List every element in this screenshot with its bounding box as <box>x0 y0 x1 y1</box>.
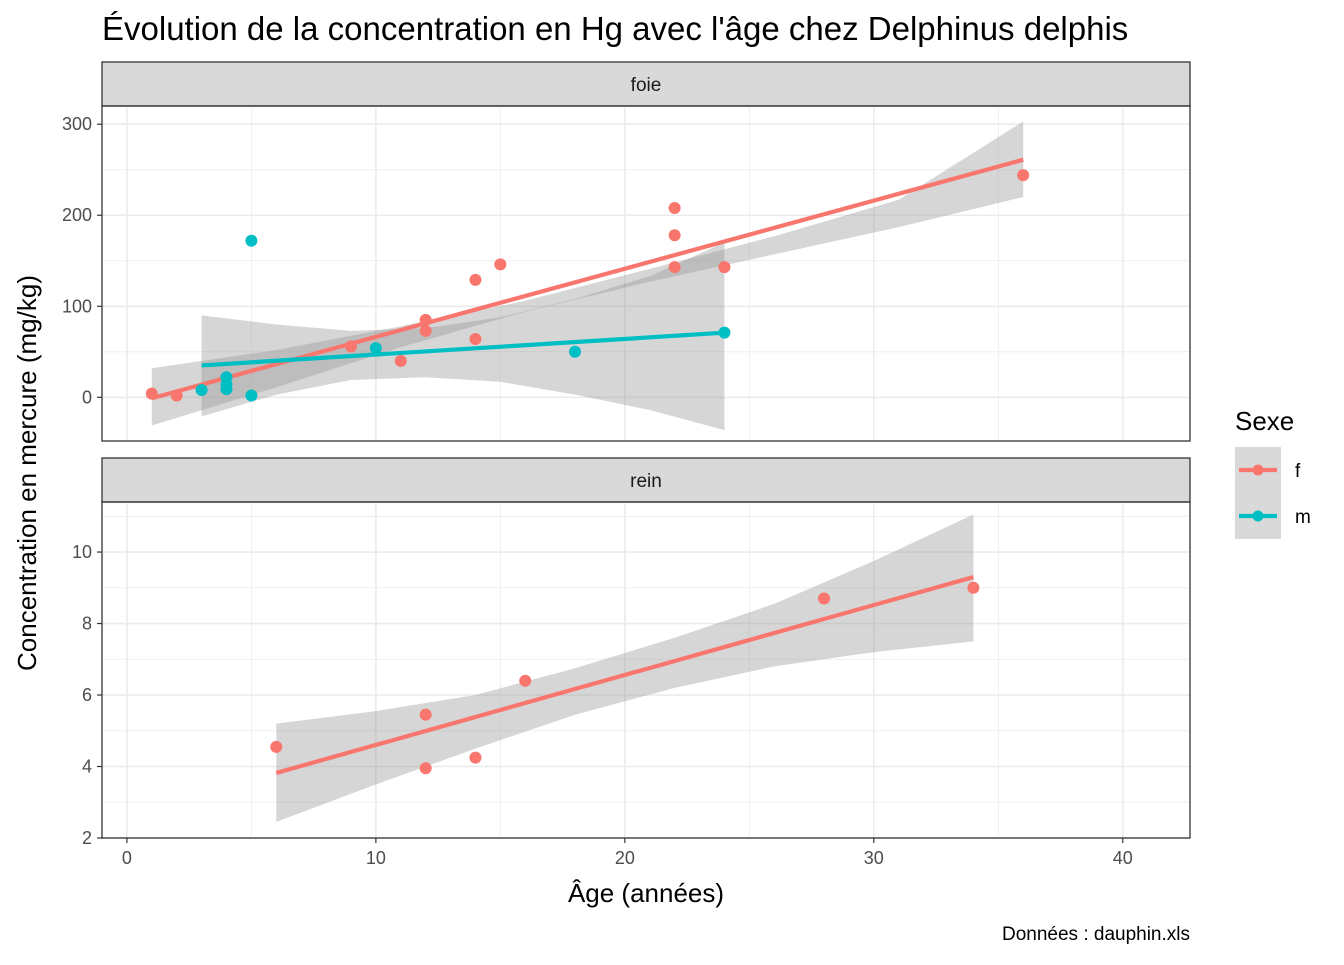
facet-strip <box>101 61 1191 107</box>
data-point-m <box>718 326 731 339</box>
data-point-f <box>469 751 482 764</box>
x-tick-label: 10 <box>366 848 386 868</box>
data-point-f <box>668 261 681 274</box>
data-point-m <box>569 345 582 358</box>
data-point-f <box>469 273 482 286</box>
confidence-band-f <box>276 514 974 822</box>
data-point-f <box>718 261 731 274</box>
data-point-f <box>967 581 980 594</box>
y-tick-label: 4 <box>82 757 92 777</box>
y-tick-label: 0 <box>82 387 92 407</box>
data-point-m <box>369 342 382 355</box>
data-point-m <box>195 384 208 397</box>
x-tick-label: 0 <box>122 848 132 868</box>
chart-caption: Données : dauphin.xls <box>1002 924 1190 945</box>
data-point-f <box>818 592 831 605</box>
y-tick-label: 8 <box>82 614 92 634</box>
data-point-f <box>668 201 681 214</box>
facet-strip-label: rein <box>630 471 662 492</box>
data-point-f <box>469 333 482 346</box>
x-tick-label: 40 <box>1113 848 1133 868</box>
legend-title: Sexe <box>1235 406 1294 436</box>
data-point-f <box>145 387 158 400</box>
panel-border <box>101 501 1191 839</box>
data-point-f <box>668 229 681 242</box>
legend-label-f: f <box>1295 461 1301 482</box>
y-tick-label: 200 <box>62 205 92 225</box>
data-point-f <box>419 708 432 721</box>
facet-panels: foie 0 100 200 300 rein 2 4 6 8 10 <box>62 61 1191 848</box>
panel-border <box>101 105 1191 442</box>
legend-point-f <box>1252 464 1264 476</box>
confidence-band-m <box>201 242 725 431</box>
data-point-m <box>220 383 233 396</box>
x-tick-label: 30 <box>864 848 884 868</box>
y-tick-label: 10 <box>72 542 92 562</box>
y-tick-label: 100 <box>62 296 92 316</box>
data-point-f <box>419 313 432 326</box>
data-point-f <box>519 674 532 687</box>
confidence-band-f <box>151 121 1024 426</box>
data-point-f <box>419 762 432 775</box>
facet-panel-foie: foie 0 100 200 300 <box>62 61 1191 442</box>
fit-line-f <box>275 575 974 775</box>
data-point-m <box>245 389 258 402</box>
data-point-m <box>245 234 258 247</box>
y-axis-title: Concentration en mercure (mg/kg) <box>12 275 42 671</box>
data-point-f <box>344 340 357 353</box>
facet-strip-label: foie <box>631 75 662 96</box>
data-point-f <box>170 389 183 402</box>
legend: Sexe f m <box>1235 406 1311 539</box>
fit-line-m <box>201 330 725 368</box>
x-axis-title: Âge (années) <box>568 878 724 908</box>
chart-title: Évolution de la concentration en Hg avec… <box>102 10 1128 47</box>
data-point-f <box>394 354 407 367</box>
y-tick-label: 6 <box>82 685 92 705</box>
y-tick-label: 2 <box>82 828 92 848</box>
x-tick-label: 20 <box>615 848 635 868</box>
data-point-f <box>270 740 283 753</box>
legend-label-m: m <box>1295 507 1311 528</box>
x-axis: 0 10 20 30 40 <box>122 838 1133 868</box>
facet-panel-rein: rein 2 4 6 8 10 <box>72 457 1191 848</box>
legend-point-m <box>1252 510 1264 522</box>
data-point-f <box>1017 169 1030 182</box>
data-point-f <box>494 258 507 271</box>
y-tick-label: 300 <box>62 114 92 134</box>
data-point-f <box>419 324 432 337</box>
